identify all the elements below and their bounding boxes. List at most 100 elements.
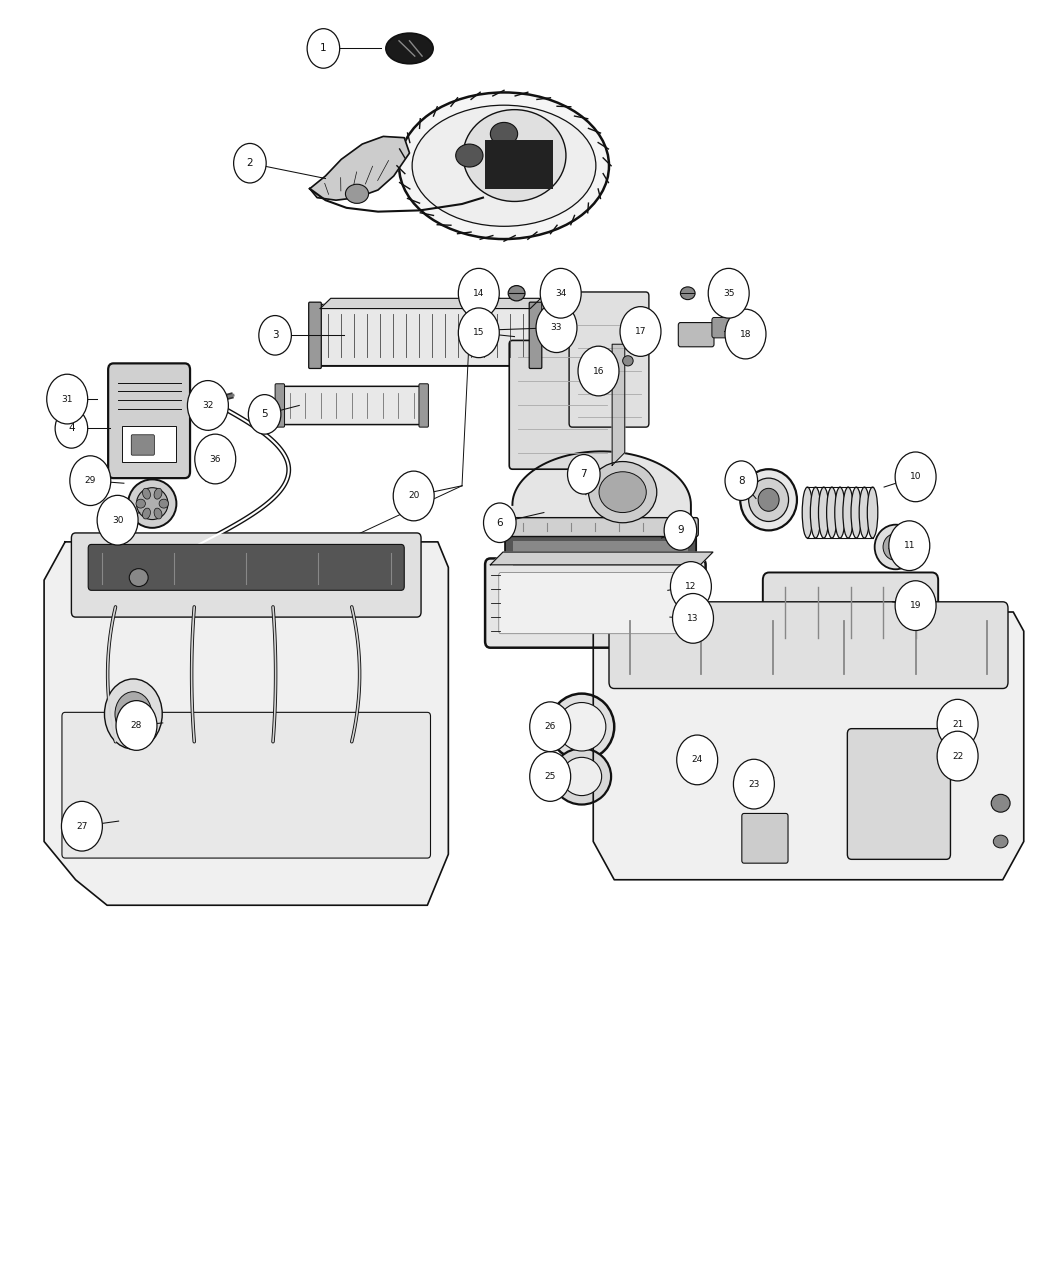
Text: 2: 2: [247, 158, 253, 168]
Circle shape: [530, 701, 571, 751]
Ellipse shape: [386, 33, 433, 64]
Ellipse shape: [818, 487, 830, 538]
Bar: [485, 140, 553, 189]
Text: 10: 10: [910, 472, 921, 482]
Circle shape: [620, 306, 662, 356]
Polygon shape: [320, 298, 541, 309]
Text: 1: 1: [320, 43, 327, 54]
Text: 33: 33: [551, 323, 562, 333]
FancyBboxPatch shape: [678, 323, 714, 347]
Text: 24: 24: [692, 755, 702, 765]
Ellipse shape: [136, 500, 145, 507]
Bar: [513, 541, 688, 566]
Ellipse shape: [850, 487, 861, 538]
Circle shape: [888, 521, 930, 571]
Circle shape: [259, 316, 292, 356]
Ellipse shape: [883, 533, 908, 561]
Ellipse shape: [345, 184, 369, 203]
Circle shape: [194, 434, 235, 483]
Text: 26: 26: [545, 722, 555, 732]
Text: 14: 14: [474, 288, 484, 298]
Text: 25: 25: [545, 771, 555, 782]
Ellipse shape: [160, 500, 168, 507]
Polygon shape: [44, 542, 448, 905]
Bar: [122, 426, 176, 462]
Ellipse shape: [128, 479, 176, 528]
Circle shape: [724, 310, 766, 360]
FancyBboxPatch shape: [712, 317, 742, 338]
Circle shape: [677, 734, 718, 785]
FancyBboxPatch shape: [505, 518, 698, 537]
FancyBboxPatch shape: [317, 305, 533, 366]
Ellipse shape: [552, 748, 611, 805]
Ellipse shape: [129, 569, 148, 586]
Ellipse shape: [835, 487, 845, 538]
Text: 34: 34: [555, 288, 566, 298]
Text: 4: 4: [68, 423, 75, 434]
Circle shape: [937, 732, 979, 780]
Ellipse shape: [859, 487, 869, 538]
Polygon shape: [512, 451, 691, 524]
Ellipse shape: [811, 487, 821, 538]
FancyBboxPatch shape: [499, 572, 692, 634]
Circle shape: [664, 511, 697, 551]
FancyBboxPatch shape: [62, 713, 430, 858]
Text: 8: 8: [738, 476, 744, 486]
Circle shape: [733, 760, 775, 810]
Polygon shape: [490, 552, 713, 565]
Circle shape: [116, 701, 158, 750]
Ellipse shape: [875, 525, 917, 569]
Ellipse shape: [758, 488, 779, 511]
Text: 17: 17: [635, 326, 646, 337]
Circle shape: [541, 269, 582, 317]
Ellipse shape: [525, 144, 552, 167]
Ellipse shape: [116, 692, 151, 737]
FancyBboxPatch shape: [509, 340, 615, 469]
Text: 15: 15: [474, 328, 484, 338]
FancyBboxPatch shape: [609, 602, 1008, 688]
Circle shape: [937, 700, 979, 750]
Polygon shape: [593, 612, 1024, 880]
Text: 36: 36: [210, 454, 220, 464]
Circle shape: [393, 472, 435, 520]
Text: 11: 11: [904, 541, 915, 551]
Text: 30: 30: [112, 515, 123, 525]
Text: 16: 16: [593, 366, 604, 376]
Circle shape: [483, 502, 516, 543]
Circle shape: [458, 269, 500, 317]
Ellipse shape: [558, 703, 606, 751]
Circle shape: [578, 347, 619, 397]
Ellipse shape: [588, 462, 657, 523]
Circle shape: [307, 29, 339, 69]
Ellipse shape: [680, 287, 695, 300]
Ellipse shape: [508, 286, 525, 301]
Ellipse shape: [143, 488, 150, 499]
Text: 22: 22: [952, 751, 963, 761]
Text: 9: 9: [677, 525, 684, 536]
FancyBboxPatch shape: [847, 729, 950, 859]
Ellipse shape: [993, 835, 1008, 848]
FancyBboxPatch shape: [281, 386, 422, 425]
Text: 35: 35: [723, 288, 734, 298]
Text: 7: 7: [581, 469, 587, 479]
Circle shape: [97, 496, 139, 546]
Circle shape: [708, 269, 749, 317]
Circle shape: [46, 375, 88, 423]
FancyBboxPatch shape: [131, 435, 154, 455]
Ellipse shape: [136, 488, 168, 520]
FancyBboxPatch shape: [569, 292, 649, 427]
Ellipse shape: [740, 469, 797, 530]
Ellipse shape: [562, 757, 602, 796]
Ellipse shape: [456, 144, 483, 167]
FancyBboxPatch shape: [71, 533, 421, 617]
Polygon shape: [612, 344, 625, 465]
FancyBboxPatch shape: [505, 532, 696, 575]
Text: 19: 19: [910, 601, 921, 611]
Ellipse shape: [104, 678, 162, 750]
Circle shape: [458, 307, 500, 357]
FancyBboxPatch shape: [88, 544, 404, 590]
Circle shape: [249, 395, 281, 434]
Circle shape: [69, 456, 111, 505]
Circle shape: [895, 581, 937, 630]
Ellipse shape: [623, 356, 633, 366]
